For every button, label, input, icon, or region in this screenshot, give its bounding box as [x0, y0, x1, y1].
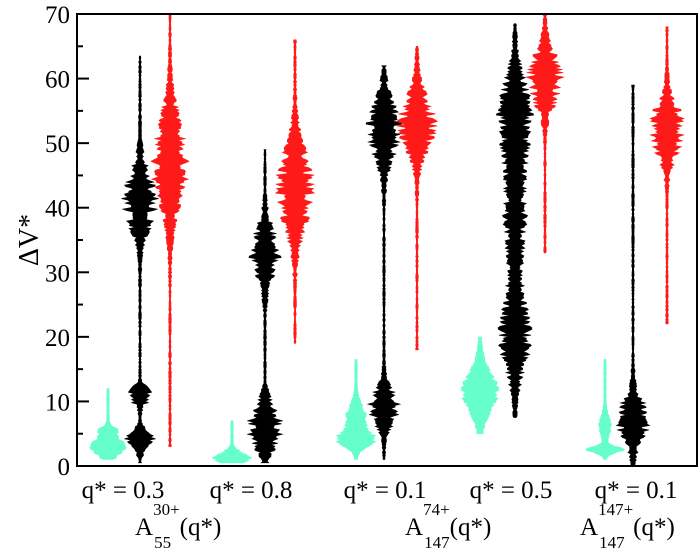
y-axis-label: ΔV* — [14, 214, 45, 266]
violin-1-3 — [150, 13, 190, 447]
group-label: A147+ 147(q*) — [580, 500, 675, 552]
violin-3-3 — [395, 46, 439, 351]
y-tick-label: 30 — [45, 260, 70, 287]
y-tick-label: 0 — [58, 454, 71, 481]
violin-5-1 — [585, 359, 625, 460]
y-tick-label: 40 — [45, 196, 70, 223]
group-label: A30+ 55(q*) — [135, 500, 221, 552]
violin-5-2 — [615, 84, 651, 467]
violin-4-3 — [525, 13, 565, 254]
violin-1-2 — [121, 55, 159, 464]
violin-1-1 — [89, 388, 127, 460]
y-tick-label: 20 — [45, 325, 70, 352]
y-tick-label: 70 — [45, 2, 70, 29]
x-tick-label: q* = 0.5 — [470, 477, 553, 504]
x-tick-label: q* = 0.1 — [595, 477, 678, 504]
violin-2-3 — [274, 39, 316, 344]
x-tick-label: q* = 0.3 — [82, 477, 165, 504]
group-label: A74+ 147(q*) — [405, 500, 491, 552]
violin-5-3 — [649, 26, 685, 325]
violin-3-1 — [335, 359, 377, 460]
violin-3-2 — [365, 65, 403, 460]
y-tick-label: 60 — [45, 67, 70, 94]
violin-4-1 — [460, 336, 500, 434]
x-tick-label: q* = 0.1 — [344, 477, 427, 504]
violin-4-2 — [495, 23, 535, 418]
y-tick-label: 50 — [45, 131, 70, 158]
y-tick-label: 10 — [45, 389, 70, 416]
violin-2-1 — [211, 420, 253, 464]
x-tick-label: q* = 0.8 — [210, 477, 293, 504]
violin-2-2 — [246, 149, 284, 464]
